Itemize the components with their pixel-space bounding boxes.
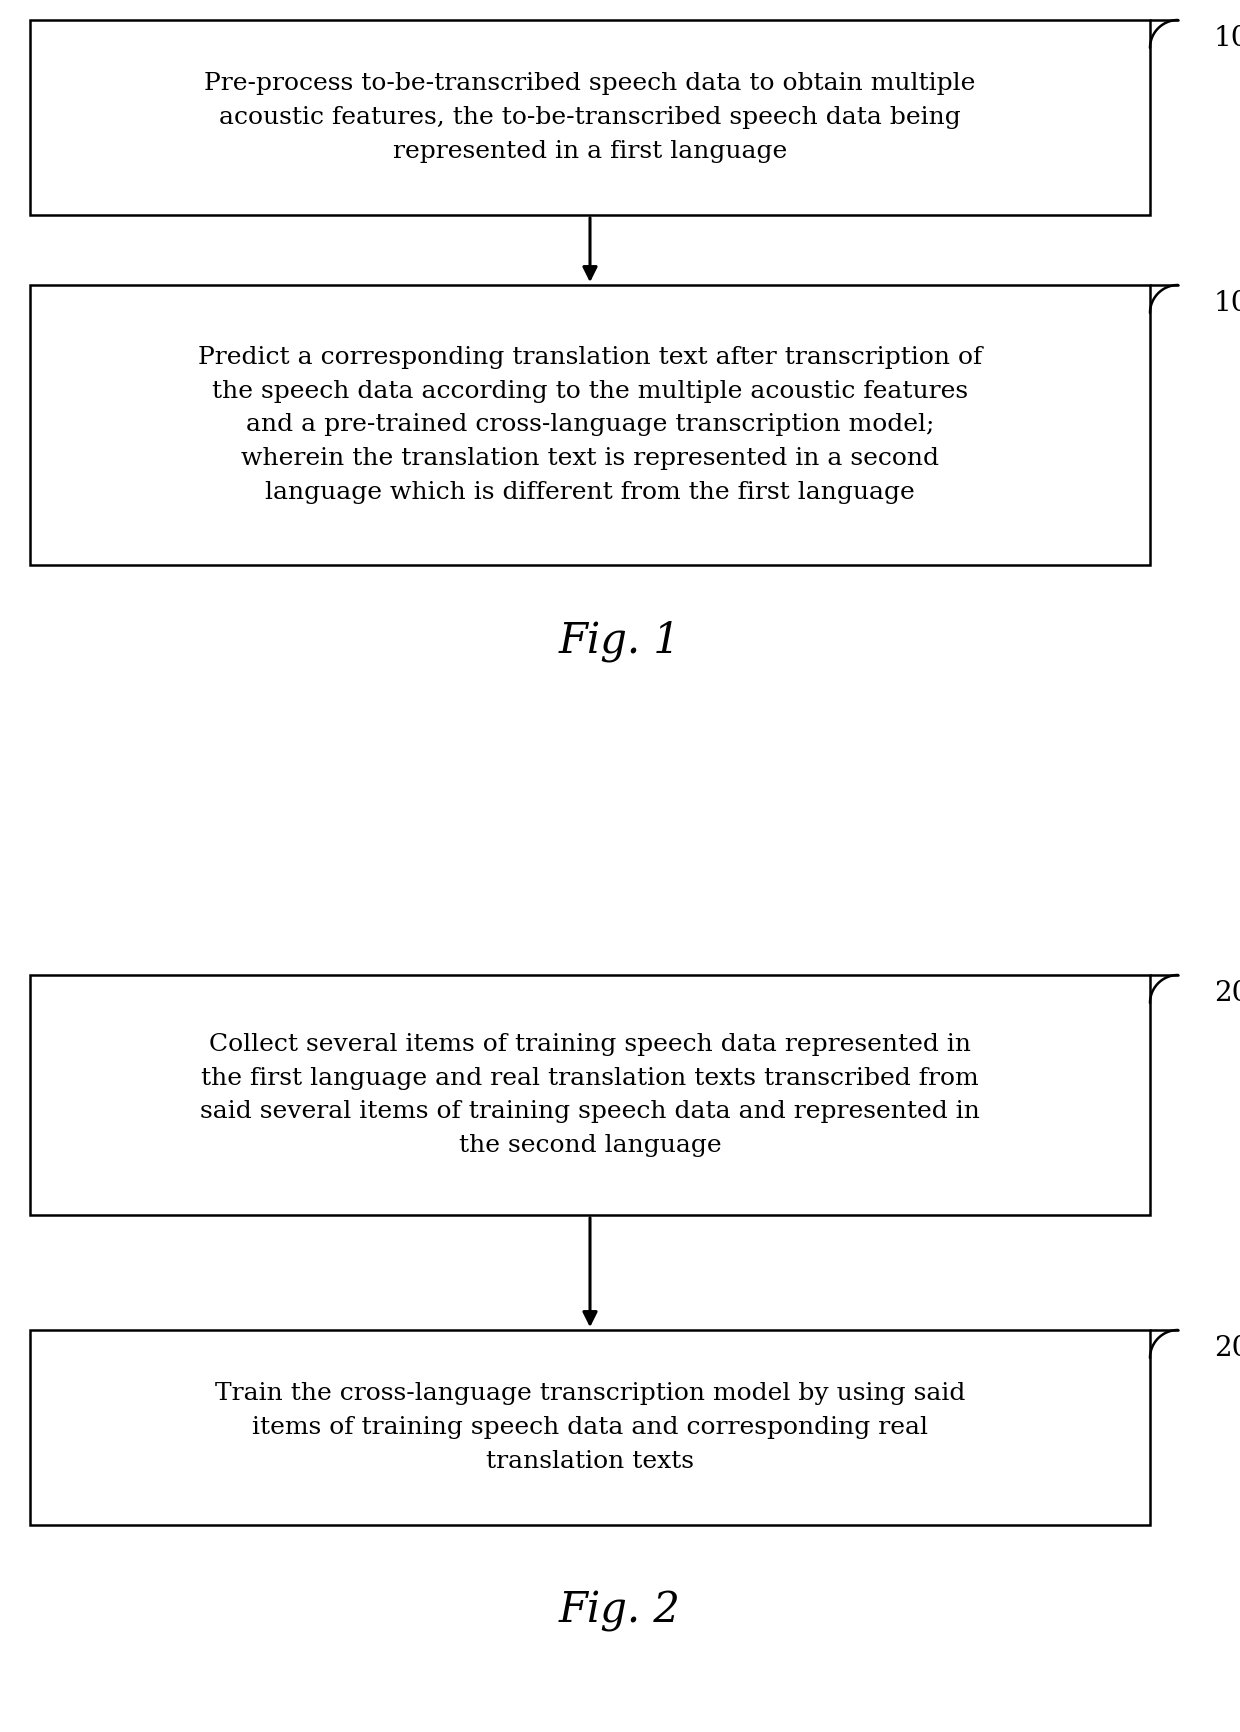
Bar — [30, 21, 1149, 215]
Text: Predict a corresponding translation text after transcription of
the speech data : Predict a corresponding translation text… — [198, 346, 982, 504]
Bar — [30, 286, 1149, 565]
Text: Fig. 1: Fig. 1 — [559, 620, 681, 662]
Text: 201: 201 — [1214, 1335, 1240, 1361]
Text: 100: 100 — [1214, 24, 1240, 52]
Text: Pre-process to-be-transcribed speech data to obtain multiple
acoustic features, : Pre-process to-be-transcribed speech dat… — [205, 73, 976, 163]
Text: Fig. 2: Fig. 2 — [559, 1590, 681, 1632]
Bar — [30, 975, 1149, 1216]
Bar — [30, 1330, 1149, 1524]
Text: Train the cross-language transcription model by using said
items of training spe: Train the cross-language transcription m… — [215, 1382, 965, 1472]
Text: 101: 101 — [1214, 289, 1240, 317]
Text: Collect several items of training speech data represented in
the first language : Collect several items of training speech… — [200, 1032, 980, 1157]
Text: 200: 200 — [1214, 980, 1240, 1006]
